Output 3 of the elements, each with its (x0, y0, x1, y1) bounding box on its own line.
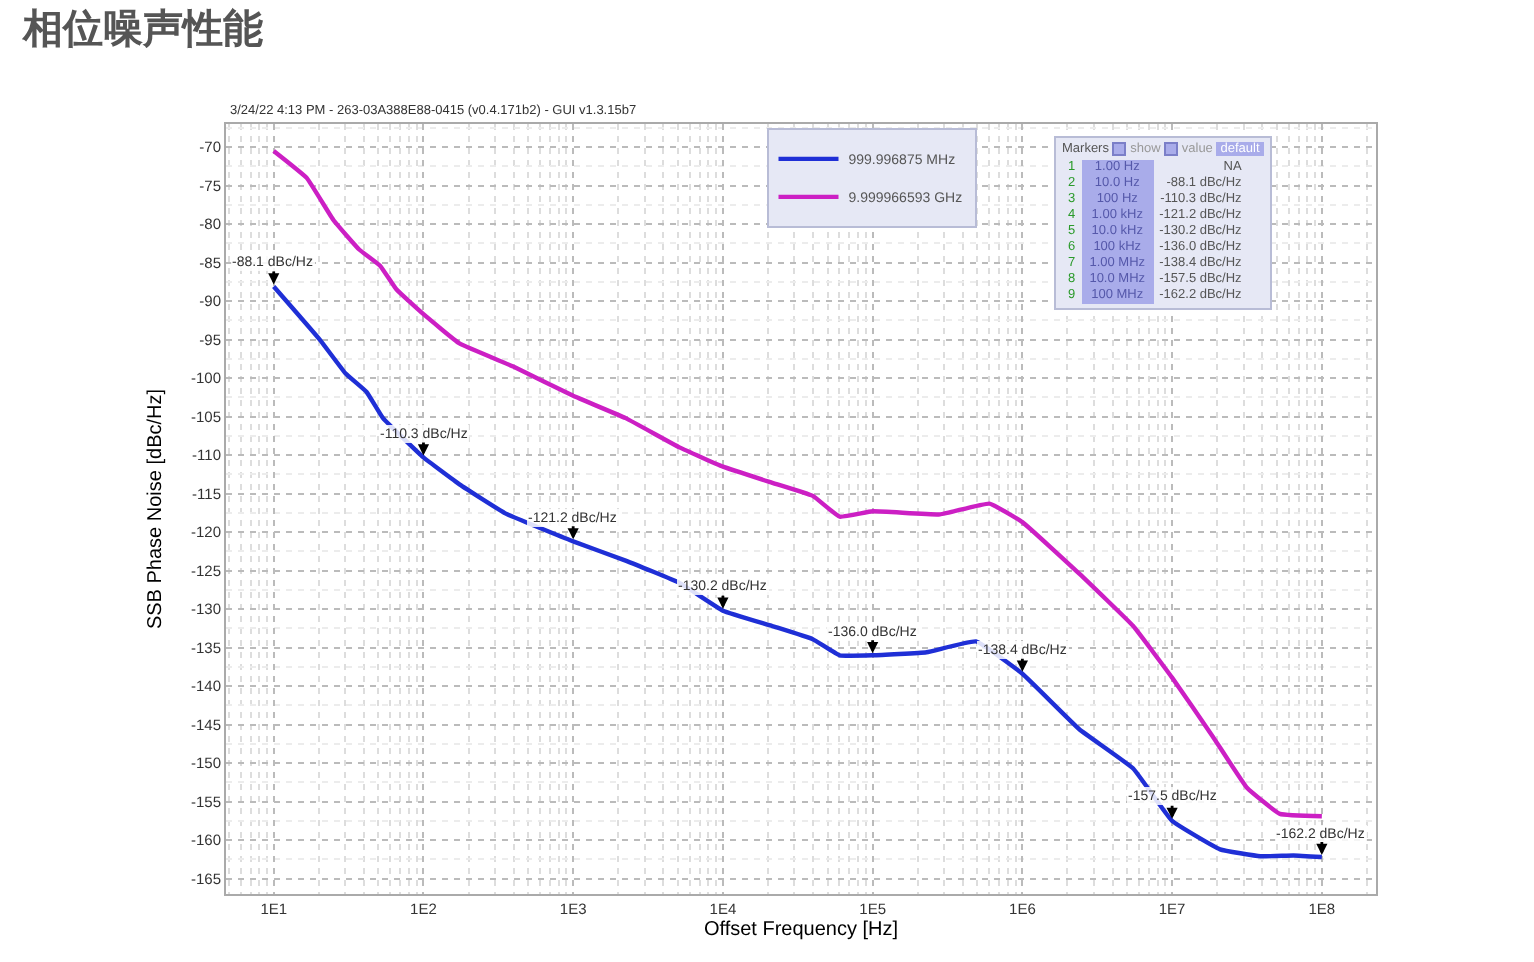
y-axis-title: SSB Phase Noise [dBc/Hz] (144, 388, 167, 630)
chart-title: 相位噪声性能 (21, 4, 264, 53)
x-axis-title: Offset Frequency [Hz] (703, 919, 899, 941)
